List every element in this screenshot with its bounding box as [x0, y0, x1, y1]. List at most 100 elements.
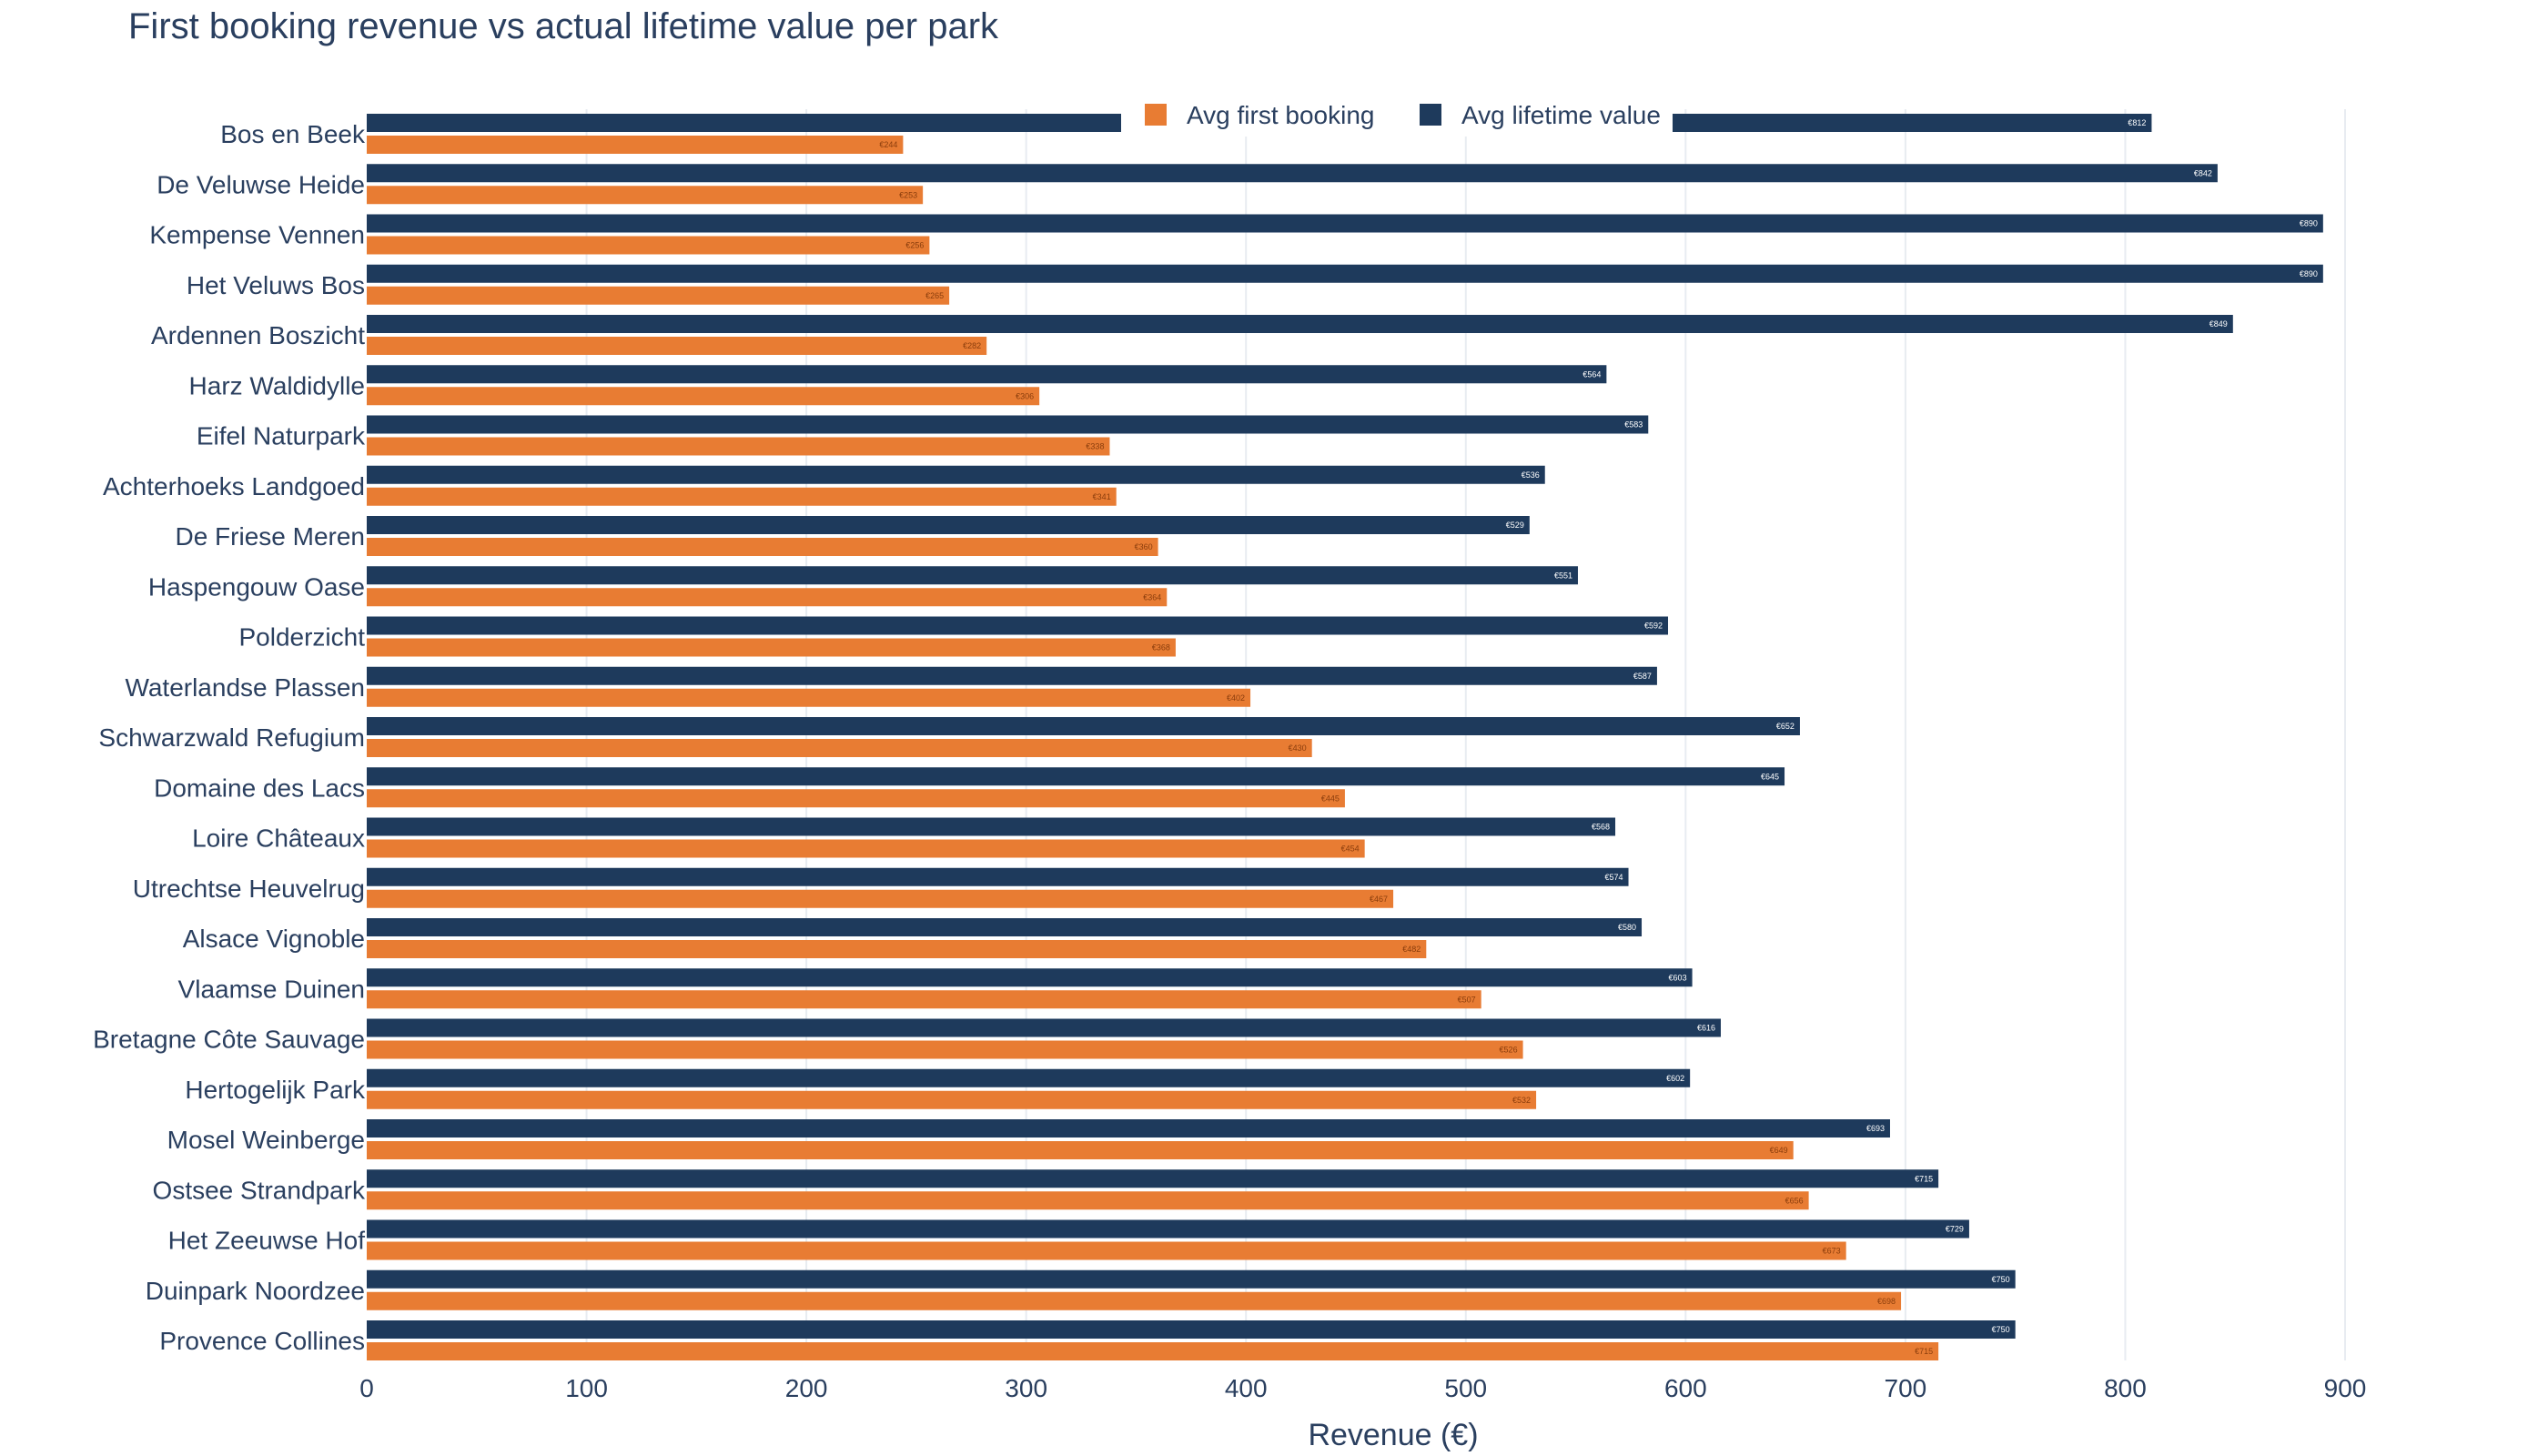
data-label-first-booking: €253: [899, 190, 917, 199]
bar-first-booking[interactable]: [367, 789, 1345, 808]
legend-background: [1121, 95, 1673, 136]
bar-first-booking[interactable]: [367, 1141, 1794, 1159]
bar-first-booking[interactable]: [367, 588, 1168, 607]
bar-first-booking[interactable]: [367, 940, 1427, 958]
data-label-first-booking: €306: [1016, 391, 1034, 400]
data-label-lifetime-value: €603: [1669, 973, 1687, 982]
bar-first-booking[interactable]: [367, 990, 1481, 1009]
legend[interactable]: Avg first booking Avg lifetime value: [1121, 95, 1673, 136]
value-labels: €812 €244 €842 €253 €890 €256 €890 €265 €849 €282…: [879, 118, 2317, 1356]
bar-first-booking[interactable]: [367, 387, 1040, 406]
bar-first-booking[interactable]: [367, 186, 924, 205]
bar-lifetime-value[interactable]: [367, 164, 2218, 183]
data-label-lifetime-value: €564: [1582, 369, 1601, 379]
category-label: Provence Collines: [159, 1327, 365, 1355]
bar-lifetime-value[interactable]: [367, 566, 1578, 585]
data-label-first-booking: €445: [1321, 794, 1340, 803]
bar-lifetime-value[interactable]: [367, 315, 2233, 333]
bar-lifetime-value[interactable]: [367, 1219, 1969, 1239]
bar-first-booking[interactable]: [367, 136, 904, 154]
x-tick-label: 800: [2104, 1374, 2147, 1402]
bar-first-booking[interactable]: [367, 1040, 1523, 1059]
bar-lifetime-value[interactable]: [367, 918, 1643, 936]
category-label: Het Zeeuwse Hof: [168, 1227, 366, 1255]
bar-lifetime-value[interactable]: [367, 717, 1800, 735]
bar-lifetime-value[interactable]: [367, 365, 1607, 384]
legend-label-first-booking[interactable]: Avg first booking: [1187, 101, 1375, 129]
bar-lifetime-value[interactable]: [367, 968, 1693, 987]
data-label-lifetime-value: €849: [2209, 319, 2228, 329]
legend-swatch-lifetime-value[interactable]: [1420, 104, 1441, 126]
x-tick-label: 900: [2324, 1374, 2367, 1402]
data-label-first-booking: €532: [1512, 1096, 1531, 1105]
category-label: Mosel Weinberge: [167, 1126, 365, 1154]
bar-first-booking[interactable]: [367, 286, 950, 305]
x-tick-label: 600: [1664, 1374, 1707, 1402]
category-label: Loire Châteaux: [192, 824, 365, 853]
bar-lifetime-value[interactable]: [367, 1169, 1939, 1188]
category-label: Bretagne Côte Sauvage: [93, 1026, 365, 1054]
x-axis-title: Revenue (€): [1308, 1418, 1478, 1452]
bar-lifetime-value[interactable]: [367, 1119, 1890, 1138]
bar-first-booking[interactable]: [367, 688, 1251, 707]
bar-first-booking[interactable]: [367, 236, 930, 255]
bar-lifetime-value[interactable]: [367, 465, 1545, 484]
bar-lifetime-value[interactable]: [367, 767, 1785, 786]
x-tick-label: 0: [359, 1374, 374, 1402]
bar-first-booking[interactable]: [367, 337, 987, 355]
bar-lifetime-value[interactable]: [367, 666, 1657, 685]
bar-lifetime-value[interactable]: [367, 516, 1530, 534]
legend-label-lifetime-value[interactable]: Avg lifetime value: [1461, 101, 1661, 129]
bar-first-booking[interactable]: [367, 1342, 1939, 1360]
data-label-first-booking: €482: [1402, 945, 1421, 954]
bar-first-booking[interactable]: [367, 889, 1394, 908]
bar-first-booking[interactable]: [367, 1241, 1846, 1260]
category-label: Het Veluws Bos: [187, 271, 365, 299]
data-label-lifetime-value: €580: [1618, 923, 1636, 932]
category-label: Polderzicht: [238, 623, 365, 652]
data-label-lifetime-value: €645: [1761, 772, 1779, 781]
bar-first-booking[interactable]: [367, 487, 1117, 506]
data-label-first-booking: €256: [905, 241, 924, 250]
data-label-lifetime-value: €529: [1506, 521, 1524, 530]
data-label-lifetime-value: €616: [1697, 1024, 1715, 1033]
bar-lifetime-value[interactable]: [367, 415, 1649, 434]
bar-first-booking[interactable]: [367, 1191, 1809, 1210]
category-label: Ardennen Boszicht: [151, 321, 365, 349]
category-label: Schwarzwald Refugium: [98, 723, 365, 752]
data-label-lifetime-value: €574: [1604, 873, 1623, 882]
data-label-lifetime-value: €812: [2128, 118, 2146, 127]
bar-lifetime-value[interactable]: [367, 1320, 2016, 1339]
data-label-lifetime-value: €592: [1644, 622, 1663, 631]
data-label-first-booking: €698: [1877, 1297, 1896, 1306]
data-label-first-booking: €282: [963, 341, 981, 350]
legend-swatch-first-booking[interactable]: [1145, 104, 1167, 126]
bars: [367, 114, 2323, 1360]
data-label-lifetime-value: €587: [1633, 672, 1652, 681]
data-label-lifetime-value: €842: [2194, 168, 2212, 177]
bar-lifetime-value[interactable]: [367, 817, 1616, 836]
bar-first-booking[interactable]: [367, 739, 1312, 757]
bar-first-booking[interactable]: [367, 839, 1365, 858]
bar-lifetime-value[interactable]: [367, 1068, 1691, 1087]
bar-lifetime-value[interactable]: [367, 264, 2323, 283]
bar-lifetime-value[interactable]: [367, 1018, 1721, 1037]
bar-first-booking[interactable]: [367, 638, 1176, 657]
bar-first-booking[interactable]: [367, 437, 1110, 456]
bar-lifetime-value[interactable]: [367, 214, 2323, 233]
data-label-lifetime-value: €652: [1776, 722, 1795, 731]
bar-lifetime-value[interactable]: [367, 616, 1669, 635]
data-label-first-booking: €364: [1143, 592, 1161, 602]
bar-first-booking[interactable]: [367, 1090, 1537, 1109]
bar-first-booking[interactable]: [367, 1291, 1902, 1310]
data-label-first-booking: €656: [1785, 1196, 1804, 1205]
bar-first-booking[interactable]: [367, 538, 1158, 556]
data-label-lifetime-value: €890: [2300, 269, 2318, 278]
data-label-lifetime-value: €602: [1666, 1074, 1684, 1083]
bar-lifetime-value[interactable]: [367, 1269, 2016, 1289]
bar-lifetime-value[interactable]: [367, 867, 1629, 886]
x-tick-label: 500: [1444, 1374, 1487, 1402]
x-tick-labels: 0 100 200 300 400 500 600 700 800 900: [359, 1374, 2366, 1402]
data-label-lifetime-value: €693: [1866, 1124, 1885, 1133]
category-label: De Friese Meren: [175, 522, 365, 551]
